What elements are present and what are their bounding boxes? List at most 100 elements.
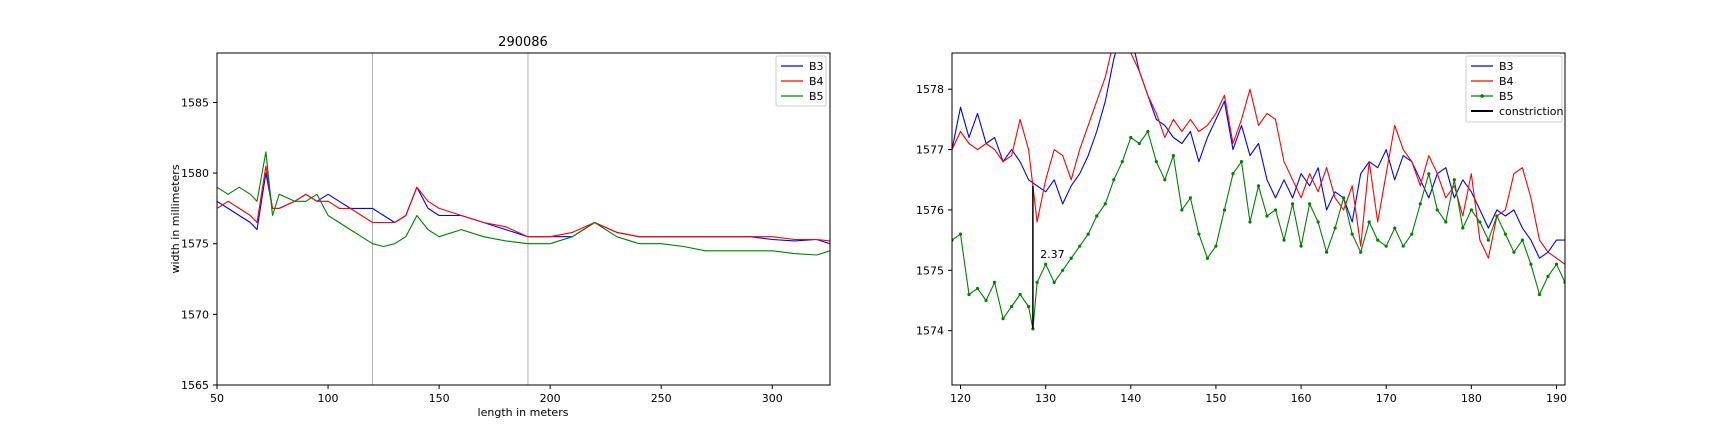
series-point-b5 bbox=[1554, 262, 1559, 266]
series-point-b5 bbox=[1529, 262, 1533, 266]
y-tick-label: 1580 bbox=[181, 167, 209, 180]
chart-left: 290086 50 100 150 200 250 300 1565 1570 1575 158… bbox=[169, 35, 831, 419]
plot-frame bbox=[216, 52, 831, 386]
series-point-b5 bbox=[1273, 208, 1278, 212]
series-point-b5 bbox=[1435, 208, 1439, 212]
y-tick-label: 1565 bbox=[181, 379, 209, 392]
series-point-b5 bbox=[1486, 238, 1490, 242]
y-tick-label: 1575 bbox=[916, 264, 944, 277]
series-point-b5 bbox=[1180, 208, 1184, 212]
x-tick-label: 160 bbox=[1291, 392, 1312, 405]
series-point-b5 bbox=[984, 298, 988, 303]
series-point-b5 bbox=[1376, 238, 1380, 242]
series-point-b5 bbox=[1444, 220, 1448, 224]
x-tick-label: 140 bbox=[1120, 392, 1141, 405]
legend-label: B5 bbox=[1499, 90, 1514, 103]
series-line-b4 bbox=[217, 165, 830, 242]
series-point-b5 bbox=[1418, 202, 1422, 206]
series-point-b5 bbox=[1512, 250, 1516, 254]
series-point-b5 bbox=[1214, 244, 1218, 248]
series-point-b5 bbox=[1503, 232, 1508, 236]
series-point-b5 bbox=[992, 280, 997, 284]
series-group bbox=[952, 53, 1565, 331]
series-point-b5 bbox=[1239, 160, 1244, 164]
series-point-b5 bbox=[1537, 292, 1542, 297]
series-point-b5 bbox=[1393, 226, 1397, 230]
series-point-b5 bbox=[1001, 317, 1005, 321]
legend: B3 B4 B5 bbox=[775, 55, 827, 107]
x-tick-label: 250 bbox=[651, 392, 672, 405]
series-point-b5 bbox=[1427, 172, 1431, 176]
series-point-b5 bbox=[1086, 232, 1090, 236]
series-line-b4 bbox=[952, 53, 1565, 265]
series-point-b5 bbox=[1290, 202, 1295, 206]
x-tick-label: 180 bbox=[1461, 392, 1482, 405]
series-point-b5 bbox=[1035, 280, 1039, 284]
chart-title: 290086 bbox=[498, 35, 548, 50]
series-point-b5 bbox=[1103, 202, 1107, 206]
x-tick-label: 190 bbox=[1546, 392, 1567, 405]
series-point-b5 bbox=[1222, 208, 1227, 212]
x-axis-label: length in meters bbox=[478, 406, 569, 419]
x-tick-label: 150 bbox=[429, 392, 450, 405]
series-line-b5 bbox=[217, 151, 830, 256]
y-tick-label: 1578 bbox=[916, 83, 944, 96]
legend-label: B3 bbox=[1499, 60, 1514, 73]
series-point-b5 bbox=[1469, 208, 1473, 212]
series-point-b5 bbox=[1461, 226, 1465, 230]
x-tick-label: 130 bbox=[1035, 392, 1056, 405]
x-axis-ticks: 50 100 150 200 250 300 bbox=[210, 385, 783, 405]
series-point-b5 bbox=[1495, 214, 1499, 218]
y-axis-ticks: 1565 1570 1575 1580 1585 bbox=[181, 96, 217, 392]
legend-label: B4 bbox=[809, 75, 824, 88]
legend-label: B3 bbox=[809, 60, 824, 73]
y-tick-label: 1570 bbox=[181, 308, 209, 321]
series-point-b5 bbox=[1137, 141, 1141, 146]
x-axis-ticks: 120 130 140 150 160 170 180 190 bbox=[950, 385, 1567, 405]
y-tick-label: 1576 bbox=[916, 204, 944, 217]
series-point-b5 bbox=[1350, 232, 1354, 236]
series-point-b5 bbox=[1410, 232, 1414, 236]
constriction-annotation: 2.37 bbox=[1040, 248, 1065, 261]
series-point-b5 bbox=[1478, 220, 1482, 224]
legend: B3 B4 B5 constriction bbox=[1465, 55, 1564, 123]
y-tick-label: 1585 bbox=[181, 96, 209, 109]
series-point-b5 bbox=[967, 292, 971, 297]
series-point-b5 bbox=[1078, 244, 1082, 248]
x-tick-label: 100 bbox=[318, 392, 339, 405]
series-point-b5 bbox=[1171, 154, 1175, 158]
series-point-b5 bbox=[1231, 172, 1235, 176]
x-tick-label: 170 bbox=[1376, 392, 1397, 405]
series-point-b5 bbox=[1095, 214, 1099, 218]
series-line-b3 bbox=[217, 172, 830, 245]
series-point-b5 bbox=[1027, 304, 1031, 309]
series-point-b5 bbox=[1452, 178, 1456, 182]
series-point-b5 bbox=[975, 286, 980, 291]
series-point-b5 bbox=[1248, 220, 1252, 224]
series-point-b5 bbox=[1265, 214, 1269, 218]
x-tick-label: 50 bbox=[210, 392, 224, 405]
chart-right: 120 130 140 150 160 170 180 190 157415751576157… bbox=[916, 52, 1567, 405]
series-point-b5 bbox=[1307, 202, 1312, 206]
series-line-b3 bbox=[952, 53, 1565, 259]
series-point-b5 bbox=[1282, 238, 1286, 242]
series-point-b5 bbox=[1384, 244, 1388, 248]
series-point-b5 bbox=[958, 232, 963, 236]
series-point-b5 bbox=[1299, 244, 1303, 248]
series-point-b5 bbox=[1205, 256, 1210, 260]
legend-marker-b5 bbox=[1480, 94, 1484, 98]
series-point-b5 bbox=[1146, 129, 1150, 134]
series-point-b5 bbox=[1120, 160, 1124, 164]
y-axis-label: width in millimeters bbox=[169, 164, 182, 273]
series-line-b5 bbox=[952, 130, 1565, 330]
x-tick-label: 200 bbox=[540, 392, 561, 405]
y-tick-label: 1574 bbox=[916, 325, 944, 338]
series-point-b5 bbox=[1188, 196, 1192, 200]
series-point-b5 bbox=[1401, 244, 1405, 248]
series-point-b5 bbox=[1061, 268, 1065, 272]
series-point-b5 bbox=[1256, 184, 1261, 188]
series-group bbox=[217, 151, 830, 256]
series-point-b5 bbox=[1197, 232, 1201, 236]
plot-frame bbox=[951, 52, 1566, 386]
y-tick-label: 1575 bbox=[181, 238, 209, 251]
